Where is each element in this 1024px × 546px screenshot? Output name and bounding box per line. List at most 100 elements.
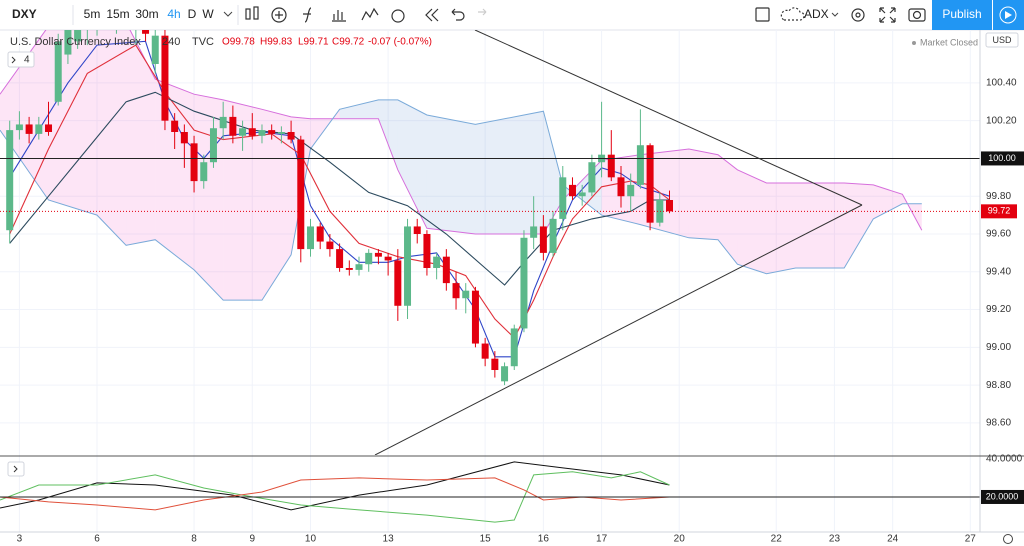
hidden-count: 4 (24, 55, 30, 66)
x-tick-label: 22 (771, 534, 783, 545)
symbol[interactable]: DXY (12, 7, 37, 21)
candle-body (64, 30, 72, 55)
price-label-box (981, 204, 1017, 219)
chart-style-icon[interactable] (245, 6, 259, 20)
replay-icon[interactable] (425, 8, 439, 22)
candle-body (171, 120, 179, 132)
toolbar: DXY ADX Publish 5m 15m (0, 0, 1024, 31)
candle-body (190, 143, 198, 182)
candle-body (142, 30, 150, 34)
legend-toggle[interactable] (7, 51, 35, 68)
x-tick-label: 24 (887, 534, 899, 545)
candle-body (229, 116, 237, 136)
candle-body (268, 130, 276, 134)
cloud-fill (475, 115, 524, 234)
candle-body (530, 226, 538, 238)
indicator-name[interactable]: ADX (804, 7, 829, 21)
cloud-span-b (0, 99, 922, 301)
trendline-lower[interactable] (374, 204, 863, 455)
cloud-fill (524, 111, 544, 234)
candle-body (433, 256, 441, 268)
candle-body (336, 249, 344, 268)
candle-body (200, 162, 208, 182)
layout-icon[interactable] (755, 7, 770, 22)
y-tick-label: 99.60 (986, 229, 1011, 240)
cloud-fill (766, 183, 796, 274)
interval-button[interactable]: 5m (84, 7, 101, 21)
x-tick-label: 20 (674, 534, 686, 545)
candle-body (666, 200, 674, 212)
trendline-upper[interactable] (474, 30, 863, 206)
cloud-fill (194, 94, 224, 301)
undo-icon[interactable] (451, 8, 465, 21)
candle-body (45, 124, 53, 132)
candle-body (219, 116, 227, 129)
candle-body (74, 30, 82, 42)
candle-body (345, 268, 353, 270)
y-tick-label: 100.20 (986, 115, 1017, 126)
cloud-fill (339, 99, 379, 119)
candle-body (180, 132, 188, 144)
settings-icon[interactable] (851, 8, 865, 22)
cloud-fill (737, 169, 767, 274)
triangle-drawing[interactable] (374, 30, 863, 455)
x-tick-label: 16 (538, 534, 550, 545)
price-label: 20.0000 (986, 491, 1019, 501)
cloud-fill (844, 183, 874, 268)
legend-source: TVC (192, 36, 214, 48)
interval-button[interactable]: 4h (167, 7, 180, 21)
settings-icon-core (855, 12, 861, 18)
interval-button[interactable]: 30m (135, 7, 158, 21)
candle-body (394, 260, 402, 306)
alert-icon[interactable] (391, 9, 405, 23)
candle-body (297, 139, 305, 250)
y-tick-label: 99.80 (986, 191, 1011, 202)
interval-button[interactable]: 15m (106, 7, 129, 21)
y-tick-label: 98.60 (986, 418, 1011, 429)
candle-body (316, 226, 324, 242)
candle-body (559, 177, 567, 219)
candle-body (355, 264, 363, 270)
templates-icon[interactable] (361, 7, 379, 21)
cloud-icon[interactable] (780, 7, 805, 21)
interval-button[interactable]: D (188, 7, 197, 21)
x-tick-label: 27 (965, 534, 977, 545)
currency[interactable]: USD (992, 35, 1012, 45)
cloud-fill (873, 184, 903, 219)
candle-body (491, 358, 499, 370)
indicator-line (0, 461, 670, 511)
indicator-line (0, 477, 670, 511)
candle-body (248, 128, 256, 136)
candle-body (277, 132, 285, 134)
financials-icon[interactable] (332, 10, 346, 22)
publish-label[interactable]: Publish (942, 7, 981, 21)
indicator-dropdown[interactable] (831, 12, 839, 17)
candle-body (374, 252, 382, 257)
publish-button[interactable] (932, 0, 992, 30)
y-tick-label: 98.80 (986, 380, 1011, 391)
cloud-fill (397, 99, 427, 229)
axis-settings-icon[interactable] (1003, 534, 1013, 544)
candle-body (481, 343, 489, 359)
currency-box[interactable] (985, 32, 1019, 48)
compare-icon[interactable] (271, 7, 287, 23)
legend: U.S. Dollar Currency Index 240 TVC 4 Mar… (7, 32, 1019, 544)
candle-body (471, 290, 479, 344)
candle-body (413, 226, 421, 234)
indicators-icon[interactable] (303, 7, 312, 23)
redo-icon[interactable] (478, 8, 487, 16)
snapshot-icon[interactable] (908, 8, 926, 22)
stream-icon (999, 6, 1017, 24)
price-label-box (981, 151, 1024, 166)
candle-body (306, 226, 314, 250)
interval-dropdown[interactable] (223, 11, 233, 17)
pane-toggle[interactable] (7, 461, 25, 477)
stream-play (1005, 11, 1012, 19)
x-tick-label: 10 (305, 534, 317, 545)
pane-toggle-icon (13, 465, 18, 473)
candle-body (404, 226, 412, 306)
interval-button[interactable]: W (202, 7, 214, 21)
fullscreen-icon[interactable] (879, 7, 896, 23)
